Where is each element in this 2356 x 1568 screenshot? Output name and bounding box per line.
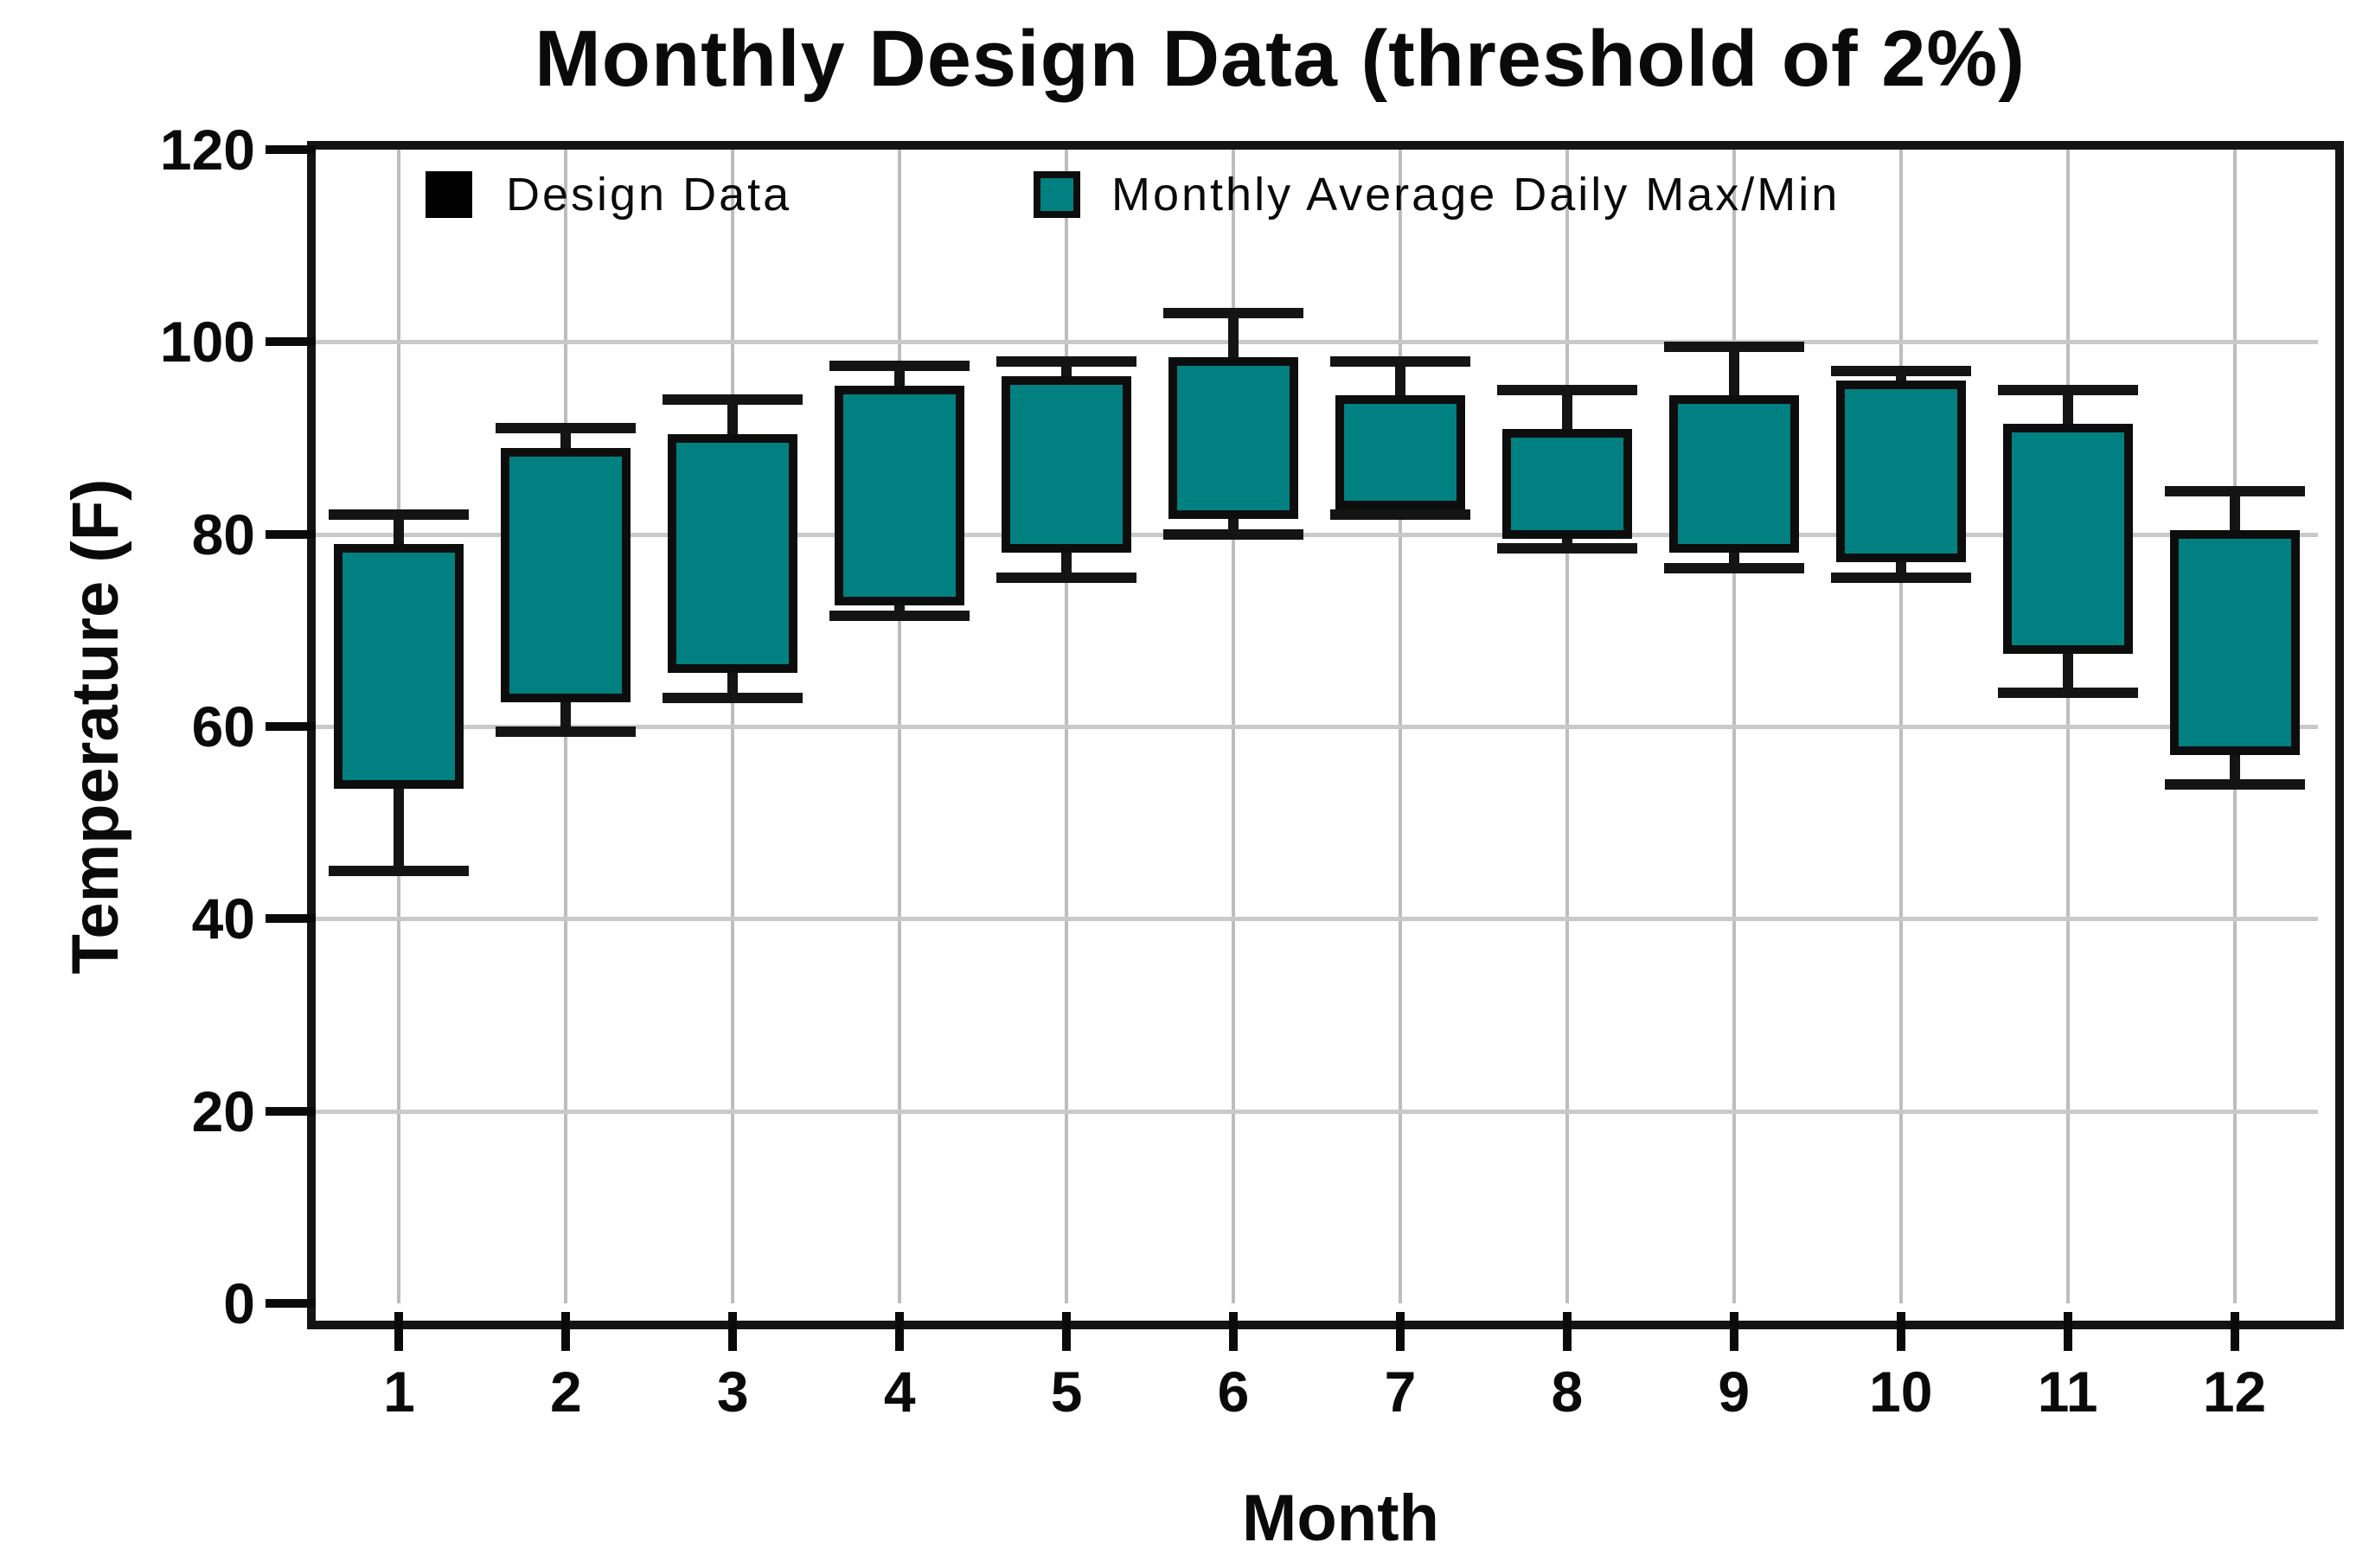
y-tick-label: 20 (191, 1078, 255, 1143)
x-tick-label: 5 (1050, 1360, 1083, 1424)
x-tick-label: 7 (1384, 1360, 1417, 1424)
x-tick-label: 11 (2037, 1360, 2098, 1424)
y-tick-label: 80 (191, 502, 255, 566)
x-tick-label: 9 (1718, 1360, 1751, 1424)
x-axis-tick (1062, 1312, 1072, 1351)
monthly-avg-box (835, 385, 965, 606)
chart-title: Monthly Design Data (threshold of 2%) (535, 15, 2026, 103)
y-tick-label: 120 (159, 118, 255, 182)
x-axis-tick (895, 1312, 905, 1351)
gridline-horizontal (316, 725, 2318, 729)
y-axis-tick (266, 722, 316, 731)
design-data-cap-low (2164, 778, 2305, 790)
gridline-horizontal (316, 917, 2318, 922)
gridline-horizontal (316, 340, 2318, 345)
x-axis-tick (1229, 1312, 1239, 1351)
design-data-cap-high (1496, 384, 1637, 395)
design-data-cap-low (996, 572, 1137, 583)
design-data-cap-low (1663, 562, 1804, 573)
monthly-avg-box (668, 433, 798, 674)
y-axis-tick (266, 337, 316, 347)
legend-label-monthly-avg: Monthly Average Daily Max/Min (1111, 169, 1841, 221)
x-tick-label: 12 (2202, 1360, 2267, 1424)
gridline-horizontal (316, 532, 2318, 537)
design-data-cap-low (1163, 528, 1304, 540)
monthly-avg-box (501, 448, 631, 702)
x-axis-tick (1395, 1312, 1405, 1351)
x-tick-label: 8 (1551, 1360, 1584, 1424)
y-axis-tick (266, 145, 316, 154)
design-data-cap-high (1663, 341, 1804, 352)
x-tick-label: 3 (716, 1360, 749, 1424)
y-tick-label: 0 (223, 1271, 255, 1335)
legend-swatch-monthly-avg (1034, 171, 1080, 218)
x-axis-title: Month (1242, 1482, 1439, 1555)
design-data-cap-low (1997, 688, 2138, 699)
plot-frame (307, 141, 2344, 1329)
x-tick-label: 4 (883, 1360, 916, 1424)
design-data-cap-low (1496, 543, 1637, 554)
monthly-avg-box (1335, 395, 1465, 510)
monthly-avg-box (1501, 428, 1632, 539)
monthly-avg-box (1168, 356, 1299, 520)
x-axis-tick (1729, 1312, 1738, 1351)
x-axis-tick (2063, 1312, 2072, 1351)
y-tick-label: 100 (159, 310, 255, 374)
design-data-cap-high (1997, 384, 2138, 395)
x-tick-label: 10 (1868, 1360, 1933, 1424)
y-axis-tick (266, 914, 316, 924)
design-data-cap-high (1329, 355, 1470, 367)
y-axis-tick (266, 1106, 316, 1116)
design-data-cap-low (329, 865, 470, 876)
gridline-horizontal (316, 1109, 2318, 1114)
y-tick-label: 60 (191, 694, 255, 758)
monthly-avg-box (2002, 424, 2133, 655)
design-data-cap-low (1830, 572, 1971, 583)
monthly-avg-box (334, 544, 464, 789)
y-axis-tick (266, 1299, 316, 1308)
monthly-avg-box (2169, 529, 2300, 755)
legend-swatch-design-data (426, 171, 472, 218)
design-data-cap-low (1329, 509, 1470, 521)
x-axis-tick (561, 1312, 571, 1351)
design-data-cap-high (1163, 307, 1304, 318)
x-axis-tick (1896, 1312, 1905, 1351)
monthly-avg-box (1002, 375, 1132, 554)
design-data-cap-high (496, 423, 637, 434)
design-data-cap-high (829, 361, 970, 372)
x-tick-label: 2 (550, 1360, 582, 1424)
design-data-cap-high (996, 355, 1137, 367)
legend-label-design-data: Design Data (506, 169, 792, 221)
design-data-cap-high (2164, 485, 2305, 496)
x-axis-tick (394, 1312, 404, 1351)
design-data-cap-high (663, 394, 803, 406)
x-tick-label: 6 (1217, 1360, 1250, 1424)
x-axis-tick (1562, 1312, 1572, 1351)
design-data-cap-low (829, 611, 970, 622)
design-data-cap-high (329, 509, 470, 521)
design-data-cap-low (663, 692, 803, 703)
monthly-avg-box (1668, 395, 1799, 554)
x-axis-tick (728, 1312, 738, 1351)
design-data-cap-high (1830, 365, 1971, 376)
x-tick-label: 1 (383, 1360, 415, 1424)
monthly-avg-box (1835, 381, 1966, 563)
x-axis-tick (2230, 1312, 2239, 1351)
y-tick-label: 40 (191, 886, 255, 951)
y-axis-tick (266, 529, 316, 539)
design-data-cap-low (496, 726, 637, 737)
